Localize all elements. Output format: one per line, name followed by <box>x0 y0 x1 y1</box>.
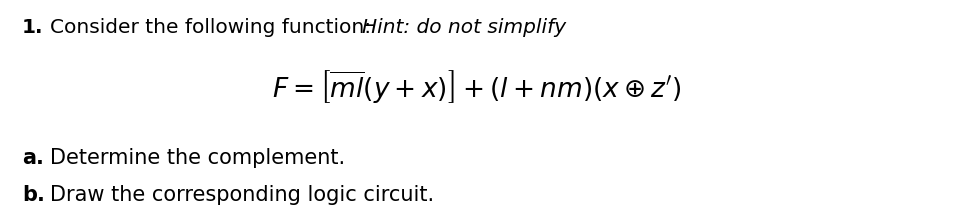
Text: Consider the following function:: Consider the following function: <box>50 18 371 37</box>
Text: 1.: 1. <box>22 18 44 37</box>
Text: $F = \left[\overline{ml}(y + x)\right] + (l + nm)(x \oplus z^{\prime})$: $F = \left[\overline{ml}(y + x)\right] +… <box>272 68 681 105</box>
Text: Determine the complement.: Determine the complement. <box>50 148 345 168</box>
Text: Hint: do not simplify: Hint: do not simplify <box>361 18 565 37</box>
Text: a.: a. <box>22 148 44 168</box>
Text: b.: b. <box>22 185 45 205</box>
Text: Draw the corresponding logic circuit.: Draw the corresponding logic circuit. <box>50 185 434 205</box>
